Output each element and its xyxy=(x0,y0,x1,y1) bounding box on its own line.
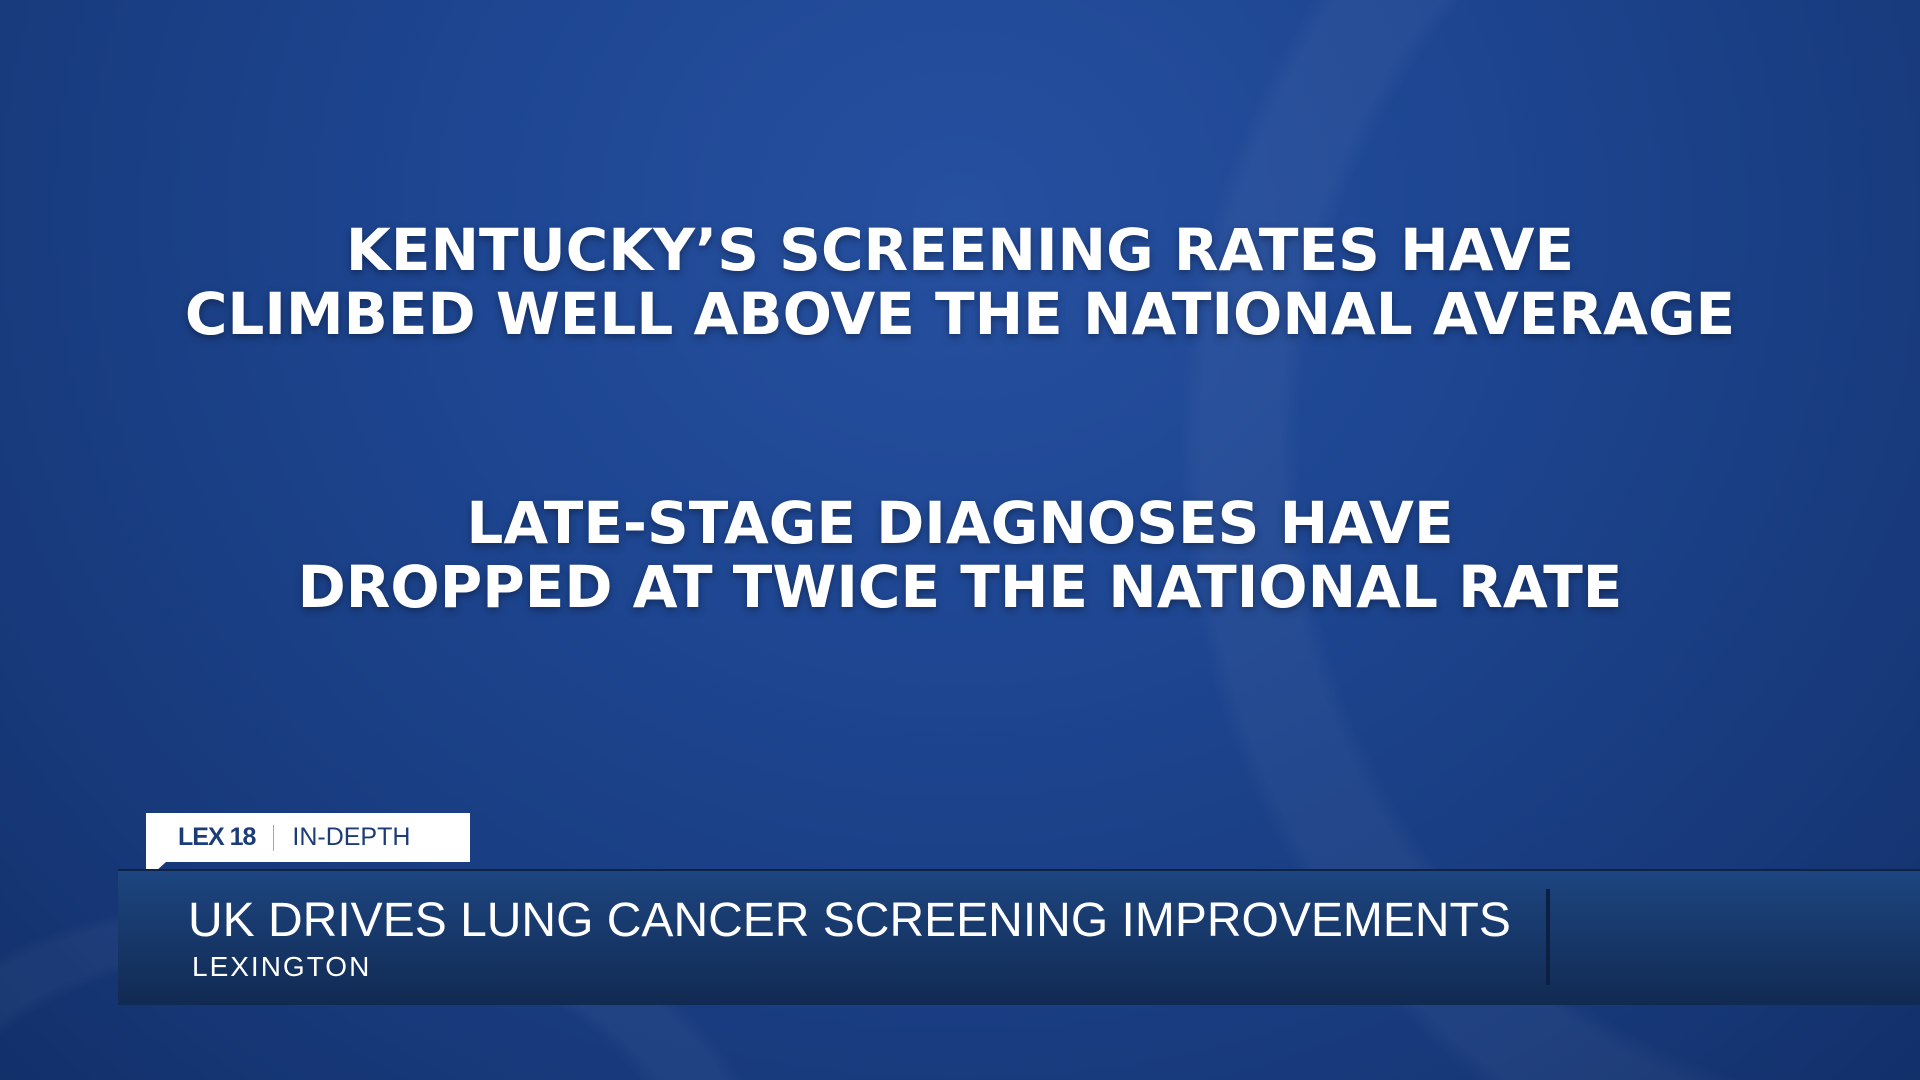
headline: UK DRIVES LUNG CANCER SCREENING IMPROVEM… xyxy=(188,894,1511,947)
station-logo: LEX 18 xyxy=(178,823,256,851)
segment-tag: LEX 18 IN-DEPTH xyxy=(146,813,470,862)
statement-1: KENTUCKY’S SCREENING RATES HAVE CLIMBED … xyxy=(0,218,1920,346)
bar-divider xyxy=(1546,889,1550,985)
statement-2-line-1: LATE-STAGE DIAGNOSES HAVE xyxy=(466,489,1454,557)
location: LEXINGTON xyxy=(192,951,372,982)
statement-1-line-1: KENTUCKY’S SCREENING RATES HAVE xyxy=(345,216,1575,284)
statement-1-line-2: CLIMBED WELL ABOVE THE NATIONAL AVERAGE xyxy=(184,280,1736,348)
tag-divider xyxy=(273,824,275,851)
statement-2-line-2: DROPPED AT TWICE THE NATIONAL RATE xyxy=(297,553,1623,621)
segment-label: IN-DEPTH xyxy=(292,823,411,851)
statement-2: LATE-STAGE DIAGNOSES HAVE DROPPED AT TWI… xyxy=(0,491,1920,619)
lower-third-bar: UK DRIVES LUNG CANCER SCREENING IMPROVEM… xyxy=(118,869,1920,1005)
